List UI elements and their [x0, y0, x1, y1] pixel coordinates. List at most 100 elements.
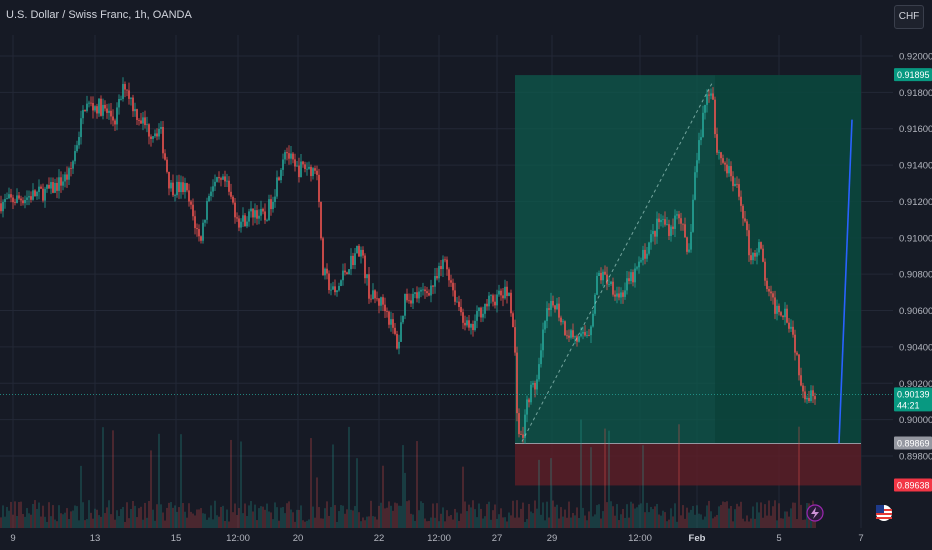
- current-price-label-bg: [894, 387, 932, 412]
- price-axis[interactable]: 0.92000 0.91800 0.91600 0.91400 0.91200 0.910…: [899, 52, 932, 463]
- volume-bar: [724, 502, 726, 528]
- candle-body: [512, 313, 514, 328]
- candle-body: [222, 176, 224, 180]
- candle-body: [160, 126, 162, 129]
- time-axis[interactable]: 9 13 15 12:00 20 22 12:00 27 29 12:00 Feb 5 7: [10, 533, 863, 544]
- volume-bar: [394, 502, 396, 528]
- time-tick-label: 12:00: [226, 533, 250, 544]
- candle-body: [302, 161, 304, 165]
- candle-body: [42, 188, 44, 201]
- volume-bar: [610, 501, 612, 528]
- candle-body: [374, 290, 376, 299]
- volume-bar: [650, 506, 652, 528]
- price-tick-label: 0.91600: [899, 124, 932, 135]
- volume-bar: [128, 518, 130, 528]
- volume-bar: [556, 504, 558, 528]
- volume-bar: [692, 505, 694, 528]
- volume-bar: [734, 509, 736, 528]
- candle-body: [6, 198, 8, 200]
- candle-body: [98, 98, 100, 114]
- volume-bar: [12, 514, 14, 528]
- candle-body: [522, 434, 524, 438]
- volume-bar: [804, 519, 806, 528]
- volume-bar: [266, 503, 268, 528]
- volume-bar: [506, 521, 508, 528]
- volume-bar: [408, 500, 410, 528]
- current-price-label: 0.90139: [897, 389, 930, 399]
- candle-body: [642, 249, 644, 261]
- candle-body: [606, 274, 608, 285]
- candle-body: [236, 217, 238, 219]
- volume-bar: [438, 521, 440, 528]
- candle-body: [490, 295, 492, 297]
- candle-body: [368, 274, 370, 299]
- candle-body: [478, 307, 480, 312]
- candle-body: [128, 90, 130, 99]
- candle-body: [748, 230, 750, 256]
- flash-button[interactable]: [806, 504, 824, 522]
- candle-body: [770, 291, 772, 294]
- candle-body: [766, 280, 768, 290]
- candle-body: [406, 293, 408, 301]
- time-tick-label: 22: [374, 533, 385, 544]
- volume-bar: [652, 509, 654, 528]
- volume-bar: [258, 508, 260, 528]
- volume-bar: [330, 507, 332, 528]
- volume-bar: [382, 465, 384, 528]
- candle-body: [334, 286, 336, 293]
- candle-body: [506, 286, 508, 296]
- candle-body: [688, 249, 690, 252]
- volume-bar: [230, 439, 232, 528]
- price-tick-label: 0.90600: [899, 306, 932, 317]
- volume-bar: [402, 445, 404, 528]
- candle-body: [448, 269, 450, 281]
- candle-body: [96, 106, 98, 114]
- candle-body: [468, 320, 470, 328]
- volume-bar: [680, 515, 682, 528]
- candle-body: [548, 308, 550, 310]
- projection-line[interactable]: [838, 119, 853, 444]
- volume-bar: [318, 507, 320, 528]
- candle-body: [186, 183, 188, 191]
- volume-bar: [534, 500, 536, 528]
- volume-bar: [648, 512, 650, 528]
- candle-body: [248, 211, 250, 222]
- long-position-tool[interactable]: [515, 75, 861, 486]
- candle-body: [366, 274, 368, 279]
- candle-body: [576, 336, 578, 342]
- volume-bar: [174, 505, 176, 528]
- volume-bar: [344, 513, 346, 528]
- candle-body: [122, 84, 124, 99]
- candle-body: [172, 182, 174, 196]
- volume-bar: [530, 511, 532, 528]
- volume-bar: [180, 434, 182, 528]
- volume-bar: [126, 502, 128, 528]
- volume-bar: [432, 503, 434, 528]
- volume-bar: [744, 521, 746, 528]
- volume-bar: [14, 501, 16, 528]
- volume-bar: [66, 508, 68, 528]
- candle-body: [724, 162, 726, 165]
- volume-bar: [446, 510, 448, 528]
- volume-bar: [358, 512, 360, 528]
- candle-body: [38, 186, 40, 192]
- volume-bar: [364, 520, 366, 528]
- volume-bar: [770, 515, 772, 528]
- candle-body: [322, 238, 324, 276]
- candle-body: [702, 112, 704, 138]
- volume-bar: [558, 518, 560, 528]
- volume-bar: [620, 514, 622, 528]
- economic-calendar-button[interactable]: [876, 505, 892, 521]
- volume-bar: [286, 503, 288, 528]
- candle-body: [562, 321, 564, 323]
- candle-body: [584, 332, 586, 336]
- volume-bar: [712, 518, 714, 528]
- volume-bar: [168, 502, 170, 528]
- candle-body: [704, 104, 706, 113]
- candle-body: [348, 269, 350, 275]
- volume-bar: [112, 430, 114, 528]
- volume-bar: [676, 521, 678, 528]
- currency-button[interactable]: CHF: [894, 5, 924, 29]
- candle-body: [798, 354, 800, 376]
